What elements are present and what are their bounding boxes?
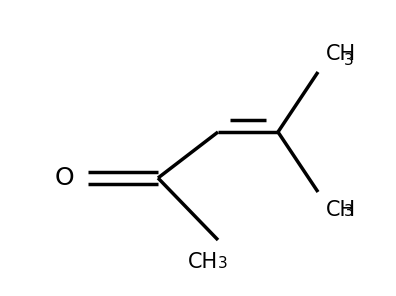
Text: CH: CH (326, 200, 356, 220)
Text: 3: 3 (218, 256, 228, 271)
Text: O: O (54, 166, 74, 190)
Text: CH: CH (188, 252, 218, 272)
Text: CH: CH (326, 44, 356, 64)
Text: 3: 3 (344, 53, 354, 68)
Text: 3: 3 (344, 204, 354, 219)
